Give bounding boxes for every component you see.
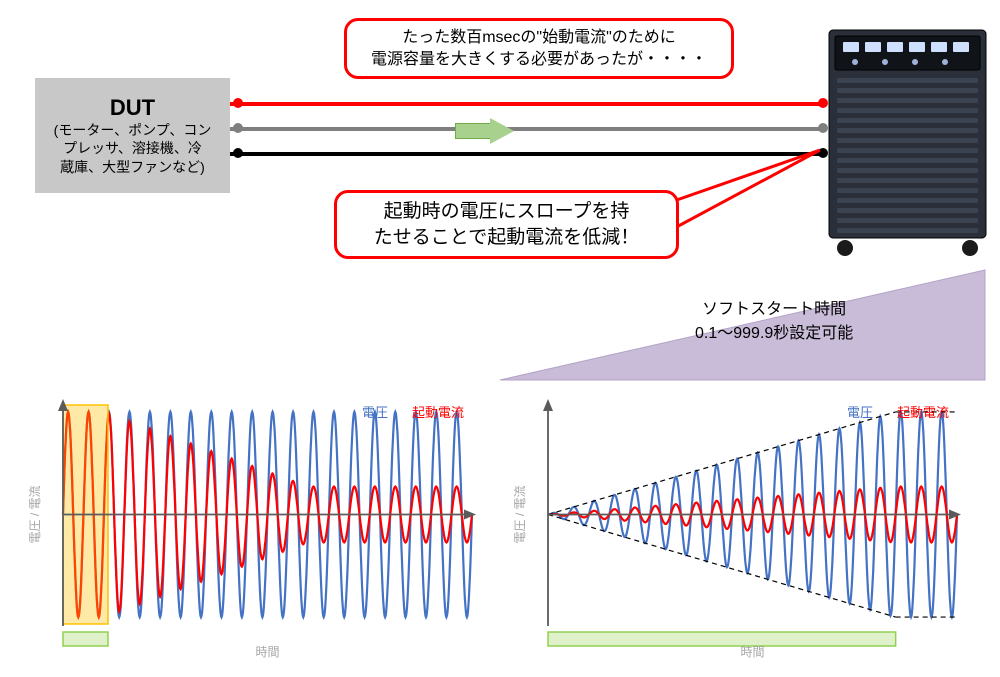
svg-text:起動電流: 起動電流 [412, 405, 464, 420]
terminal [233, 98, 243, 108]
svg-text:時間: 時間 [740, 645, 764, 659]
wire [230, 127, 820, 131]
svg-text:起動電流: 起動電流 [897, 405, 949, 420]
transition-arrow-icon [455, 118, 515, 144]
soft-start-label-line1: ソフトスタート時間 [695, 295, 853, 319]
top-diagram: DUT (モーター、ポンプ、コンプレッサ、溶接機、冷蔵庫、大型ファンなど) たっ… [0, 0, 1000, 260]
svg-text:時間: 時間 [255, 645, 279, 659]
chart-left: 電圧 / 電流時間 電圧 起動電流 [25, 395, 480, 660]
dut-subtitle: (モーター、ポンプ、コンプレッサ、溶接機、冷蔵庫、大型ファンなど) [54, 121, 212, 176]
terminal [233, 148, 243, 158]
soft-start-label-line2: 0.1～999.9秒設定可能 [695, 319, 853, 343]
chart-right: 電圧 / 電流時間 電圧 起動電流 [510, 395, 965, 660]
svg-text:電圧: 電圧 [362, 405, 388, 420]
svg-text:電圧: 電圧 [847, 405, 873, 420]
callout-mid: 起動時の電圧にスロープを持たせることで起動電流を低減！ [334, 190, 679, 259]
wire [230, 152, 820, 156]
soft-start-label: ソフトスタート時間 0.1～999.9秒設定可能 [695, 295, 853, 343]
callout-top: たった数百msecの"始動電流"のために電源容量を大きくする必要があったが・・・… [344, 18, 734, 79]
svg-text:電圧 / 電流: 電圧 / 電流 [513, 485, 527, 543]
svg-text:電圧 / 電流: 電圧 / 電流 [28, 485, 42, 543]
dut-title: DUT [110, 95, 155, 121]
dut-box: DUT (モーター、ポンプ、コンプレッサ、溶接機、冷蔵庫、大型ファンなど) [35, 78, 230, 193]
terminal [233, 123, 243, 133]
wire [230, 102, 820, 106]
power-supply-device [825, 26, 990, 258]
